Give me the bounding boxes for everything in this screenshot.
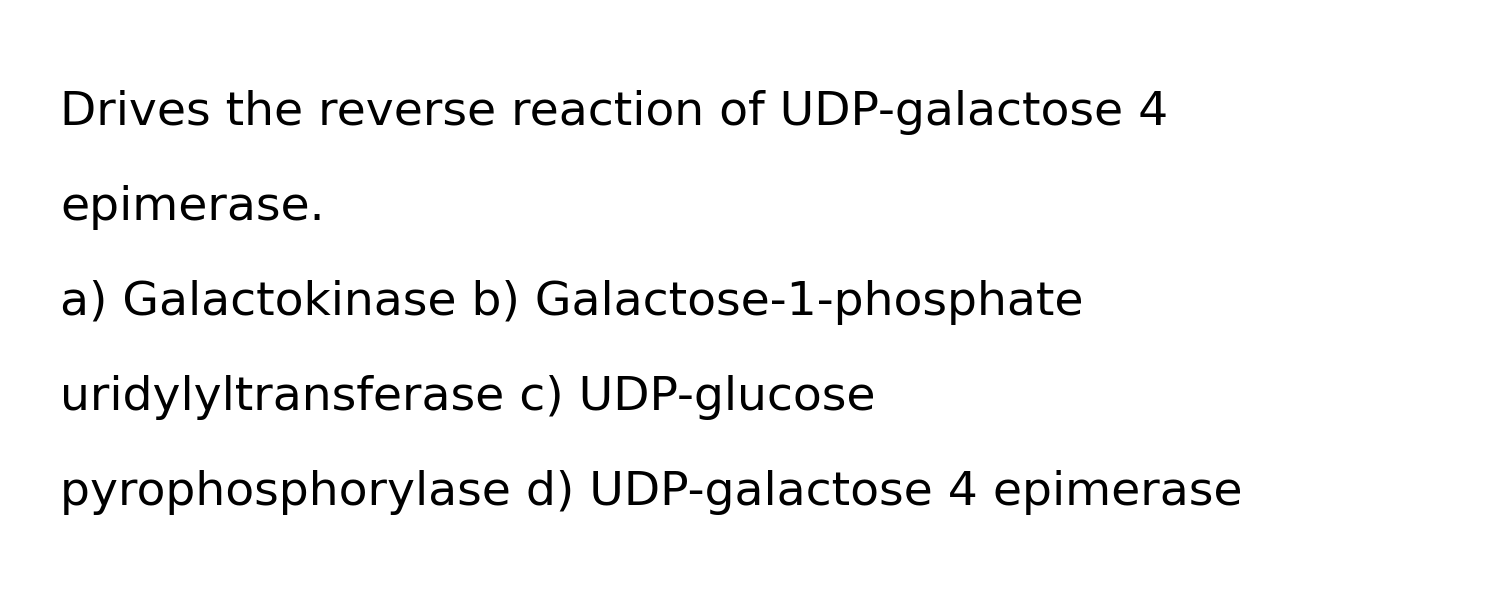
Text: uridylyltransferase c) UDP-glucose: uridylyltransferase c) UDP-glucose xyxy=(60,375,876,420)
Text: a) Galactokinase b) Galactose-1-phosphate: a) Galactokinase b) Galactose-1-phosphat… xyxy=(60,280,1083,325)
Text: Drives the reverse reaction of UDP-galactose 4: Drives the reverse reaction of UDP-galac… xyxy=(60,90,1168,135)
Text: epimerase.: epimerase. xyxy=(60,185,324,230)
Text: pyrophosphorylase d) UDP-galactose 4 epimerase: pyrophosphorylase d) UDP-galactose 4 epi… xyxy=(60,470,1242,515)
